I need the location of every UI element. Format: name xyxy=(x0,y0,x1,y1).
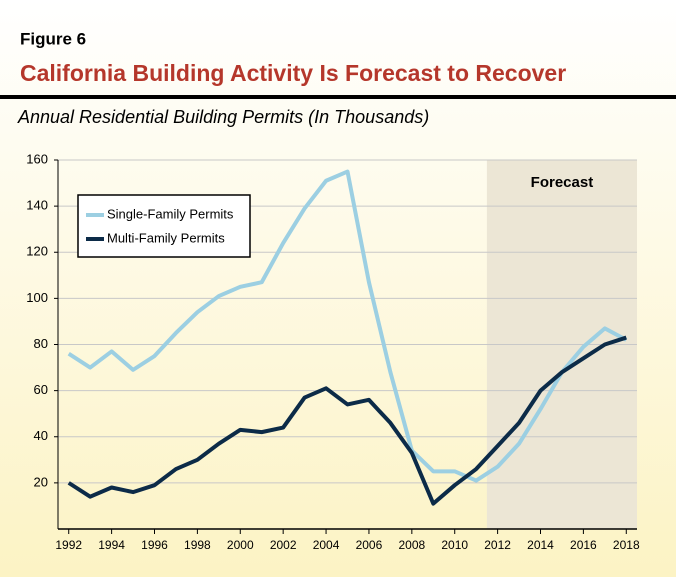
forecast-label: Forecast xyxy=(531,174,594,191)
y-tick-label: 80 xyxy=(34,336,48,351)
x-tick-label: 2010 xyxy=(441,538,468,552)
plot-area: Forecast 20 40 60 80 100 120 140 160 1992 1994 1996… xyxy=(26,151,640,552)
x-tick-label: 1994 xyxy=(98,538,125,552)
y-tick-label: 160 xyxy=(26,151,48,166)
x-tick-label: 2004 xyxy=(313,538,340,552)
chart-subtitle: Annual Residential Building Permits (In … xyxy=(17,107,429,127)
series-line xyxy=(67,335,627,506)
x-tick-label: 2006 xyxy=(356,538,383,552)
title-rule xyxy=(0,95,676,99)
x-tick-label: 2012 xyxy=(484,538,511,552)
legend-box xyxy=(77,194,251,258)
x-tick-label: 1992 xyxy=(55,538,82,552)
y-tick-label: 100 xyxy=(26,290,48,305)
series-line xyxy=(67,169,628,483)
y-tick-label: 40 xyxy=(34,428,48,443)
x-tick-label: 2002 xyxy=(270,538,297,552)
x-tick-label: 1996 xyxy=(141,538,168,552)
x-tick-label: 2000 xyxy=(227,538,254,552)
figure-label: Figure 6 xyxy=(20,29,86,48)
legend-label: Single-Family Permits xyxy=(107,206,234,221)
y-tick-label: 140 xyxy=(26,198,48,213)
x-tick-label: 2016 xyxy=(570,538,597,552)
y-tick-label: 120 xyxy=(26,244,48,259)
x-tick-label: 2014 xyxy=(527,538,554,552)
legend-label: Multi-Family Permits xyxy=(107,230,225,245)
y-tick-label: 20 xyxy=(34,474,48,489)
y-tick-label: 60 xyxy=(34,382,48,397)
chart-title: California Building Activity Is Forecast… xyxy=(20,60,566,86)
x-tick-label: 1998 xyxy=(184,538,211,552)
x-tick-label: 2018 xyxy=(613,538,640,552)
x-tick-label: 2008 xyxy=(398,538,425,552)
